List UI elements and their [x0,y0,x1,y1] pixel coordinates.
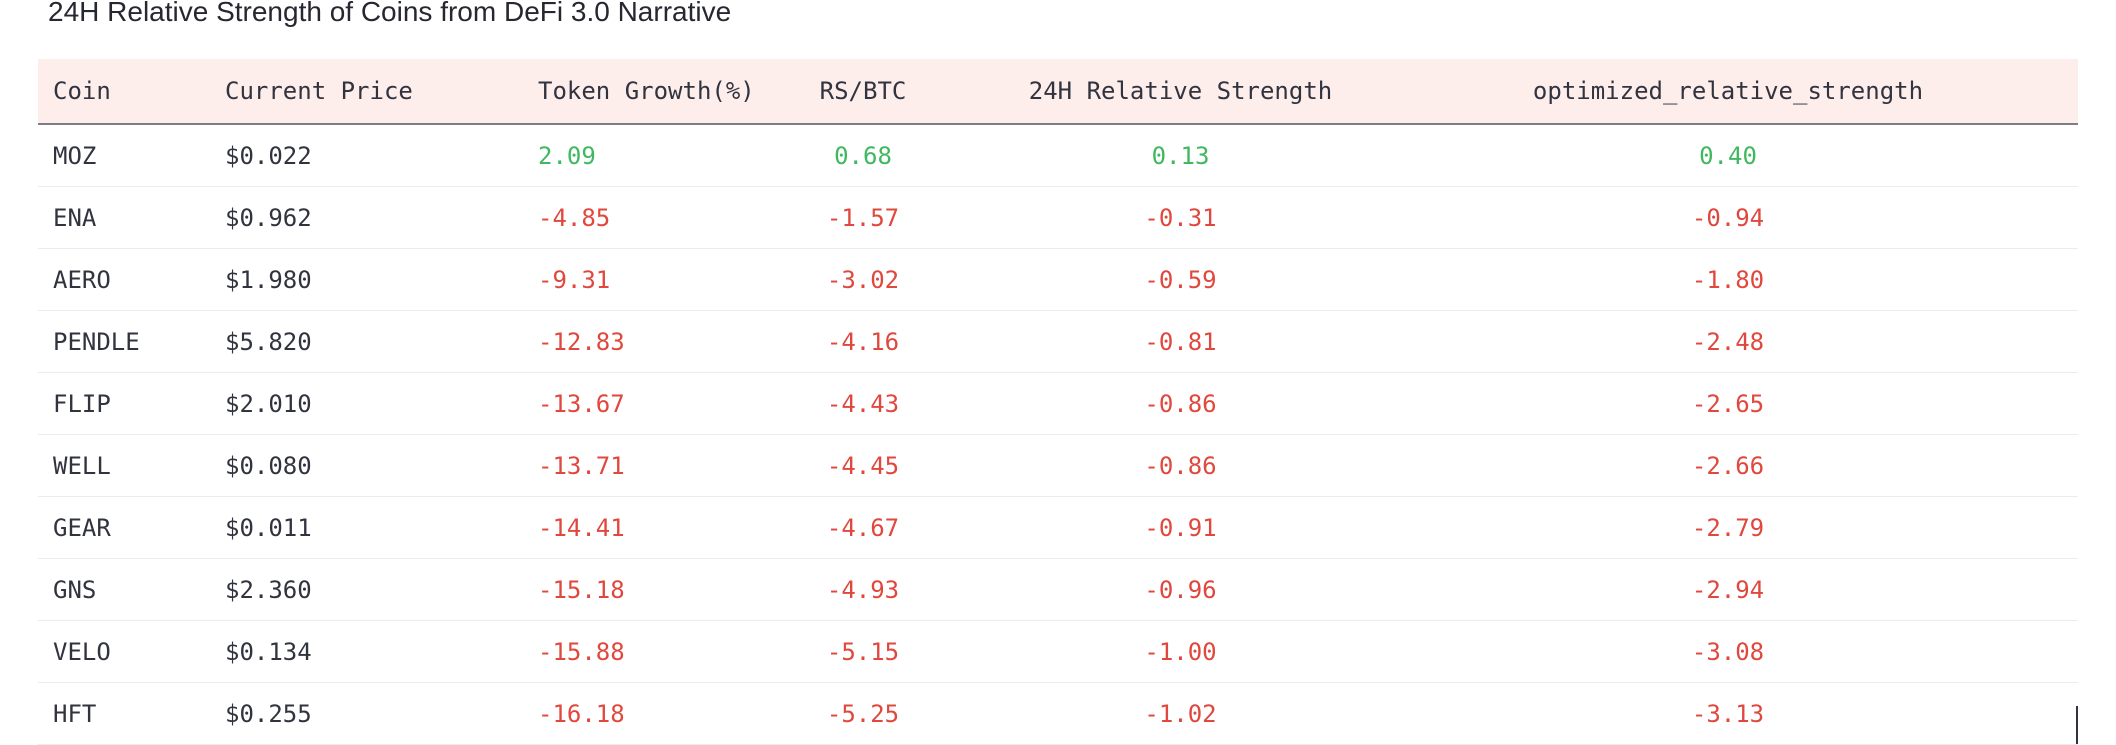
cell-coin: PENDLE [38,310,210,373]
cell-rs-btc: -4.45 [743,434,983,497]
table-row: ENA $0.962 -4.85 -1.57 -0.31 -0.94 [38,186,2078,249]
cell-token-growth: -4.85 [523,186,743,249]
cell-coin: AERO [38,248,210,311]
cell-rs-btc: 0.68 [743,124,983,187]
cell-current-price: $0.080 [210,434,523,497]
column-header-optimized-relative-strength[interactable]: optimized_relative_strength [1378,59,2078,125]
column-header-current-price[interactable]: Current Price [210,59,523,125]
cell-24h-relative-strength: -0.86 [983,434,1378,497]
cell-token-growth: -13.71 [523,434,743,497]
cell-optimized-relative-strength: -2.66 [1378,434,2078,497]
cell-coin: ENA [38,186,210,249]
cell-24h-relative-strength: -0.86 [983,372,1378,435]
cell-token-growth: -14.41 [523,496,743,559]
cell-optimized-relative-strength: -1.80 [1378,248,2078,311]
table-body: MOZ $0.022 2.09 0.68 0.13 0.40 ENA $0.96… [38,124,2078,745]
cell-optimized-relative-strength: -2.79 [1378,496,2078,559]
cell-24h-relative-strength: -0.91 [983,496,1378,559]
cell-current-price: $0.022 [210,124,523,187]
column-header-24h-relative-strength[interactable]: 24H Relative Strength [983,59,1378,125]
table-row: AERO $1.980 -9.31 -3.02 -0.59 -1.80 [38,248,2078,311]
cell-coin: MOZ [38,124,210,187]
cell-24h-relative-strength: -0.31 [983,186,1378,249]
cell-24h-relative-strength: -0.96 [983,558,1378,621]
cell-rs-btc: -5.25 [743,682,983,745]
table-title: 24H Relative Strength of Coins from DeFi… [48,0,732,27]
cell-coin: HFT [38,682,210,745]
relative-strength-table: Coin Current Price Token Growth(%) RS/BT… [38,59,2078,745]
table-row: GNS $2.360 -15.18 -4.93 -0.96 -2.94 [38,558,2078,621]
cell-current-price: $5.820 [210,310,523,373]
column-header-token-growth[interactable]: Token Growth(%) [523,59,755,125]
cell-current-price: $2.360 [210,558,523,621]
cell-token-growth: -16.18 [523,682,743,745]
cell-optimized-relative-strength: -3.13 [1378,682,2078,745]
cell-rs-btc: -4.93 [743,558,983,621]
table-row: HFT $0.255 -16.18 -5.25 -1.02 -3.13 [38,682,2078,745]
cell-token-growth: 2.09 [523,124,743,187]
table-row: FLIP $2.010 -13.67 -4.43 -0.86 -2.65 [38,372,2078,435]
column-header-coin[interactable]: Coin [38,59,210,125]
column-header-rs-btc[interactable]: RS/BTC [743,59,983,125]
cell-rs-btc: -4.16 [743,310,983,373]
cell-coin: WELL [38,434,210,497]
cell-rs-btc: -4.67 [743,496,983,559]
cell-24h-relative-strength: -0.81 [983,310,1378,373]
cell-24h-relative-strength: -1.02 [983,682,1378,745]
cell-optimized-relative-strength: -0.94 [1378,186,2078,249]
cell-current-price: $0.962 [210,186,523,249]
cell-rs-btc: -1.57 [743,186,983,249]
cell-token-growth: -15.88 [523,620,743,683]
cell-current-price: $2.010 [210,372,523,435]
cell-token-growth: -9.31 [523,248,743,311]
text-cursor-icon [2076,706,2078,744]
cell-token-growth: -15.18 [523,558,743,621]
cell-optimized-relative-strength: 0.40 [1378,124,2078,187]
cell-optimized-relative-strength: -2.94 [1378,558,2078,621]
table-header-row: Coin Current Price Token Growth(%) RS/BT… [38,59,2078,125]
table-row: WELL $0.080 -13.71 -4.45 -0.86 -2.66 [38,434,2078,497]
cell-24h-relative-strength: -0.59 [983,248,1378,311]
cell-24h-relative-strength: -1.00 [983,620,1378,683]
table-row: VELO $0.134 -15.88 -5.15 -1.00 -3.08 [38,620,2078,683]
cell-coin: VELO [38,620,210,683]
cell-optimized-relative-strength: -2.65 [1378,372,2078,435]
cell-token-growth: -12.83 [523,310,743,373]
table-row: PENDLE $5.820 -12.83 -4.16 -0.81 -2.48 [38,310,2078,373]
cell-token-growth: -13.67 [523,372,743,435]
cell-current-price: $0.011 [210,496,523,559]
table-row: GEAR $0.011 -14.41 -4.67 -0.91 -2.79 [38,496,2078,559]
cell-coin: GNS [38,558,210,621]
cell-current-price: $0.134 [210,620,523,683]
cell-current-price: $1.980 [210,248,523,311]
table-row: MOZ $0.022 2.09 0.68 0.13 0.40 [38,124,2078,187]
cell-coin: GEAR [38,496,210,559]
cell-current-price: $0.255 [210,682,523,745]
cell-rs-btc: -3.02 [743,248,983,311]
cell-rs-btc: -4.43 [743,372,983,435]
cell-coin: FLIP [38,372,210,435]
cell-rs-btc: -5.15 [743,620,983,683]
cell-optimized-relative-strength: -2.48 [1378,310,2078,373]
cell-24h-relative-strength: 0.13 [983,124,1378,187]
cell-optimized-relative-strength: -3.08 [1378,620,2078,683]
